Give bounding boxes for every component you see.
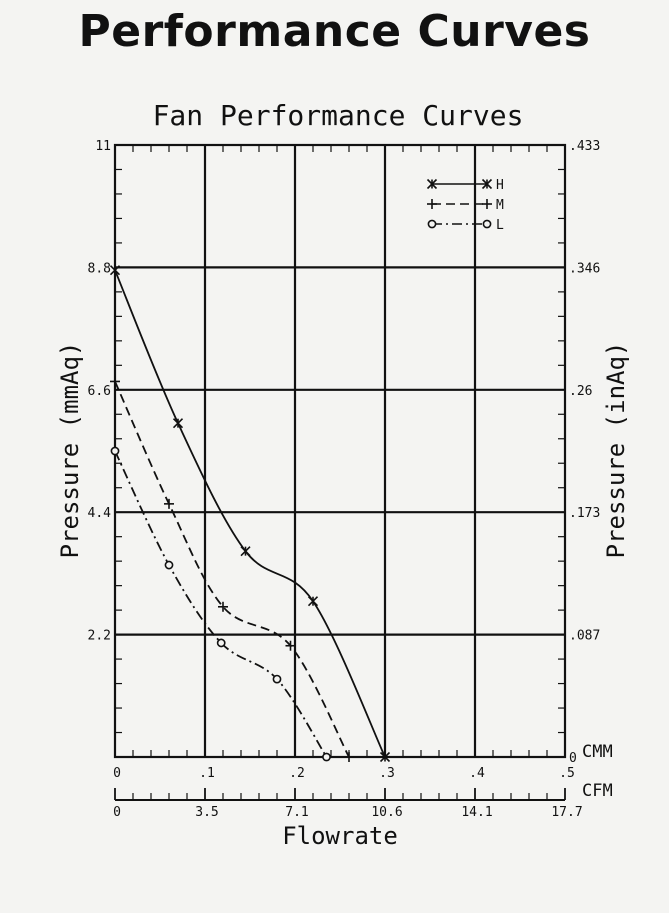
x-tick-label: .1 [199, 766, 215, 781]
marker-H [172, 418, 184, 429]
y-axis-label-right: Pressure (inAq) [602, 342, 630, 559]
y-tick-label-right: .26 [569, 384, 592, 399]
marker-H [481, 178, 493, 190]
marker-M [427, 199, 437, 209]
legend-label-L: L [496, 218, 504, 233]
y-tick-label-right: .087 [569, 629, 600, 644]
page-title: Performance Curves [78, 6, 591, 57]
marker-L [482, 219, 492, 229]
cfm-tick-label: 17.7 [551, 805, 582, 820]
y-tick-label-right: 0 [569, 751, 577, 766]
chart-title: Fan Performance Curves [153, 99, 524, 132]
y-tick-label-right: .346 [569, 261, 600, 276]
plot-border [113, 143, 567, 759]
grid-lines [115, 145, 565, 757]
marker-H [240, 546, 251, 557]
marker-L [164, 560, 174, 570]
marker-L [272, 674, 282, 684]
tick-labels: 0.1.2.3.4.50 3.5 7.1 10.6 14.1 17.72.24.46.68… [88, 139, 601, 820]
y-tick-label-left: 8.8 [88, 261, 111, 276]
legend-label-M: M [496, 198, 504, 213]
legend: HML [426, 178, 504, 233]
x-tick-label: .5 [559, 766, 575, 781]
marker-M [344, 752, 354, 762]
cfm-tick-label: 7.1 [285, 805, 308, 820]
cfm-tick-label: 3.5 [195, 805, 218, 820]
cfm-tick-label: 14.1 [461, 805, 492, 820]
marker-M [218, 601, 228, 612]
marker-H [307, 596, 319, 607]
x-axis-label: Flowrate [282, 822, 398, 850]
marker-M [482, 199, 492, 209]
series-line-M [114, 381, 350, 758]
series-line-H [114, 269, 386, 758]
plot-frame [113, 143, 567, 759]
y-axis-label-left: Pressure (mmAq) [56, 342, 84, 559]
marker-M [110, 376, 120, 387]
x-axis-unit-cfm: CFM [582, 781, 613, 801]
legend-label-H: H [496, 178, 504, 193]
marker-H [109, 265, 121, 276]
marker-M [285, 640, 296, 651]
marker-L [110, 446, 120, 456]
x-axis-unit-cmm: CMM [582, 742, 613, 762]
y-tick-label-left: 6.6 [88, 384, 111, 399]
x-tick-label: .4 [469, 766, 485, 781]
y-tick-label-right: .433 [569, 139, 600, 154]
marker-H [426, 178, 438, 190]
y-tick-label-left: 11 [95, 139, 111, 154]
y-tick-label-left: 2.2 [88, 629, 111, 644]
cfm-tick-label: 0 [113, 805, 121, 820]
x-tick-label: 0 [113, 766, 121, 781]
cfm-tick-label: 10.6 [371, 805, 402, 820]
marker-M [164, 498, 174, 509]
x-tick-label: .2 [289, 766, 305, 781]
y-tick-label-right: .173 [569, 506, 600, 521]
marker-H [379, 751, 391, 763]
marker-L [216, 638, 226, 648]
y-tick-label-left: 4.4 [88, 506, 112, 521]
tick-marks [114, 145, 566, 801]
series-layer [109, 265, 391, 763]
x-tick-label: .3 [379, 766, 395, 781]
marker-L [427, 219, 437, 229]
marker-L [322, 752, 331, 762]
